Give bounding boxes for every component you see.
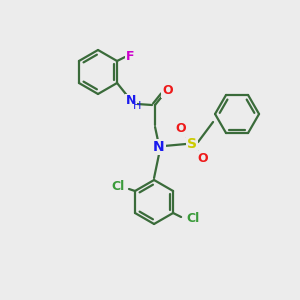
Text: S: S bbox=[187, 137, 197, 151]
Text: Cl: Cl bbox=[111, 181, 124, 194]
Text: O: O bbox=[176, 122, 186, 136]
Text: H: H bbox=[133, 101, 141, 111]
Text: F: F bbox=[126, 50, 134, 62]
Text: N: N bbox=[153, 140, 165, 154]
Text: N: N bbox=[126, 94, 136, 107]
Text: Cl: Cl bbox=[187, 212, 200, 226]
Text: O: O bbox=[163, 83, 173, 97]
Text: O: O bbox=[198, 152, 208, 166]
